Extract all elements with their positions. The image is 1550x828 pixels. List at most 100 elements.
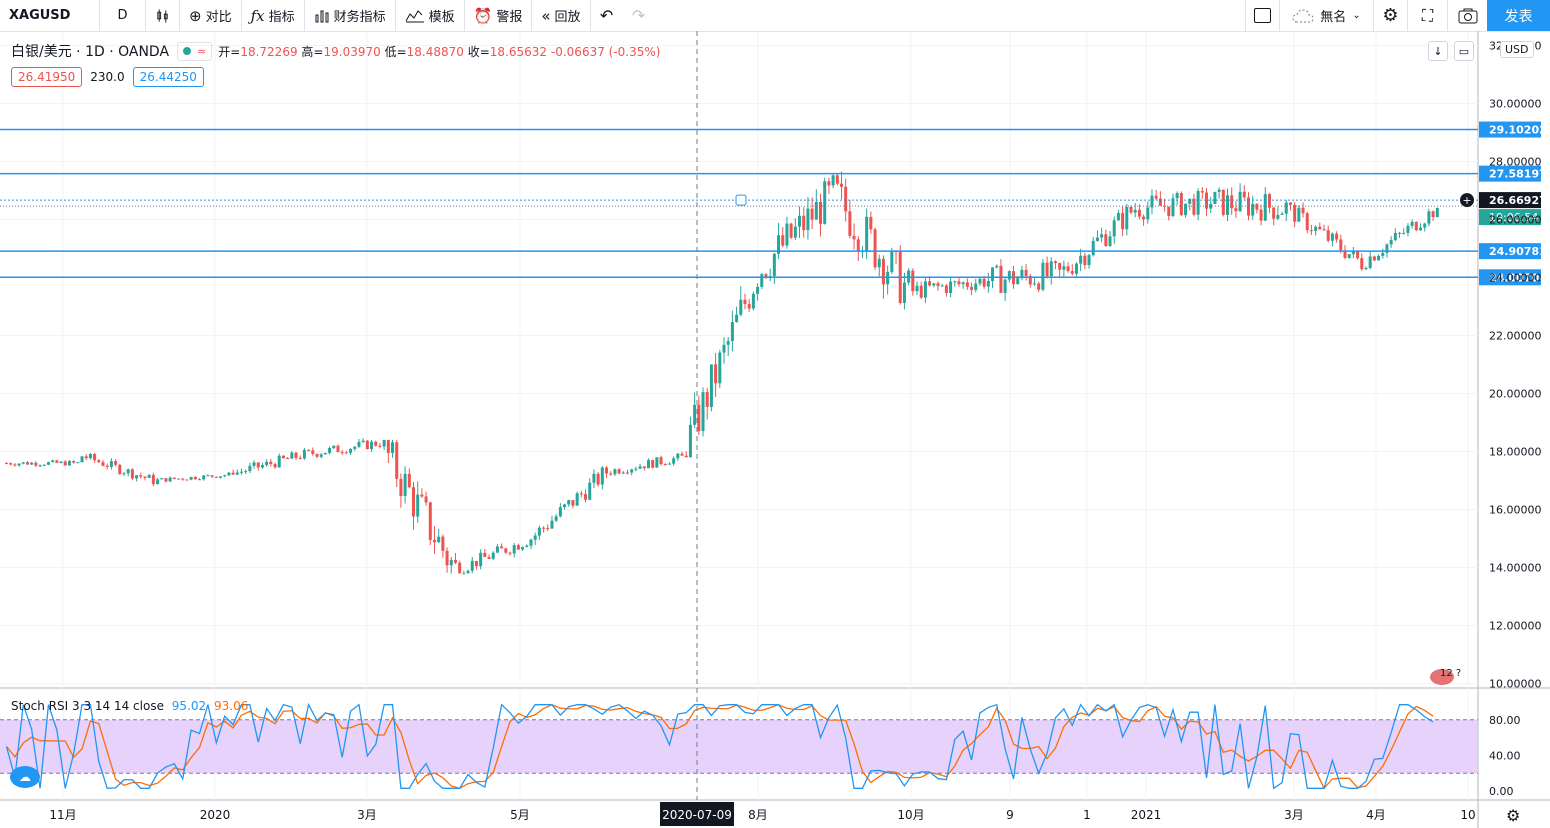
candle-body [51,460,55,463]
candle-body [46,462,50,465]
candle-body [877,258,881,268]
candle-body [97,460,101,463]
candle-body [17,463,21,466]
candle-body [214,476,218,478]
candle-body [1314,226,1318,231]
templates-button[interactable]: 模板 [396,0,465,31]
settings-button[interactable]: ⚙ [1373,0,1407,31]
candle-body [1276,214,1280,219]
candle-body [1255,203,1259,210]
axes: 32.0000030.0000028.0000026.0000024.00000… [49,40,1541,823]
change-value: -0.06637 (-0.35%) [550,44,661,59]
candle-body [1322,229,1326,231]
candle-body [751,293,755,309]
price-tick-label: 30.00000 [1489,98,1542,111]
candle-body [831,175,835,186]
redo-button[interactable]: ↷ [623,0,655,31]
candle-body [1347,254,1351,258]
candle-body [332,445,336,449]
axis-settings-button[interactable]: ⚙ [1506,806,1520,825]
candle-body [1238,191,1242,212]
cloud-icon [1292,8,1314,22]
candle-body [1251,203,1255,216]
undo-button[interactable]: ↶ [591,0,623,31]
candle-body [1406,225,1410,233]
current-price-bg [1479,192,1541,209]
events-badge[interactable]: 12 ? [1430,661,1461,685]
candle-body [122,473,126,475]
candle-body [609,473,613,475]
replay-button[interactable]: «回放 [532,0,591,31]
candle-body [659,457,663,464]
candle-body [1070,271,1074,274]
interval-label: D [117,8,128,23]
candle-body [613,469,617,475]
time-tick-label: 10 [1460,808,1475,822]
candle-body [814,201,818,220]
indicators-button[interactable]: ƒx 指标 [242,0,305,31]
candle-body [72,460,76,463]
candle-body [873,229,877,268]
candle-body [101,462,105,466]
price-tick-label: 28.00000 [1489,156,1542,169]
candle-body [474,560,478,567]
compare-button[interactable]: ⊕ 对比 [180,0,242,31]
market-status[interactable]: ≈ [177,41,213,61]
tradingview-logo[interactable]: ☁ [10,766,40,788]
scroll-down-button[interactable]: ↓ [1428,41,1448,61]
candle-body [1398,232,1402,234]
fullscreen-button[interactable]: ⛶ [1407,0,1447,31]
alert-button[interactable]: ⏰ 警报 [465,0,533,31]
high-label: 高= [301,44,324,59]
price-chart[interactable]: 29.10202 27.58197 24.90781 24.00704 26.66927… [0,31,1550,828]
candle-body [756,286,760,294]
candle-body [370,441,374,450]
candle-body [311,450,315,454]
candle-body [1427,211,1431,224]
stoch-d-value: 93.06 [213,699,249,713]
candle-body [1179,193,1183,216]
alert-label: 警报 [496,10,523,25]
publish-button[interactable]: 发表 [1487,0,1550,31]
candle-body [1431,211,1435,218]
snapshot-button[interactable] [1447,0,1487,31]
candle-body [466,570,470,574]
ask-box[interactable]: 26.44250 [132,67,204,87]
candle-body [1003,279,1007,293]
candle-body [298,457,302,459]
candle-body [168,477,172,482]
close-value: 18.65632 [489,44,548,59]
candle-body [1368,256,1372,268]
candle-body [1045,262,1049,277]
candle-body [277,455,281,468]
candle-body [1112,220,1116,237]
layout-name-button[interactable]: 無名 ⌄ [1279,0,1373,31]
candle-body [1041,262,1045,290]
crosshair-date-label: 2020-07-09 [662,808,732,822]
line-handle [735,194,747,206]
symbol-search[interactable]: XAGUSD [0,0,100,31]
candle-body [760,274,764,287]
currency-label[interactable]: USD [1500,41,1534,58]
chart-type-button[interactable] [146,0,180,31]
layout-select-button[interactable] [1245,0,1279,31]
price-label-bg [1479,243,1541,260]
maximize-pane-button[interactable]: ▭ [1454,41,1474,61]
candle-body [605,467,609,474]
candle-body [378,445,382,447]
candle-body [642,466,646,469]
bid-box[interactable]: 26.41950 [11,67,83,87]
candle-body [1158,198,1162,206]
candle-body [550,520,554,529]
financials-button[interactable]: 财务指标 [305,0,396,31]
wave-icon: ≈ [197,44,207,58]
candle-body [1209,203,1213,209]
candle-body [160,478,164,480]
time-tick-label: 1 [1083,808,1091,822]
candle-body [273,464,277,468]
candle-body [1175,193,1179,199]
stoch-band [0,719,1478,774]
candle-body [164,478,168,482]
candle-body [1242,191,1246,198]
interval-button[interactable]: D [100,0,146,31]
